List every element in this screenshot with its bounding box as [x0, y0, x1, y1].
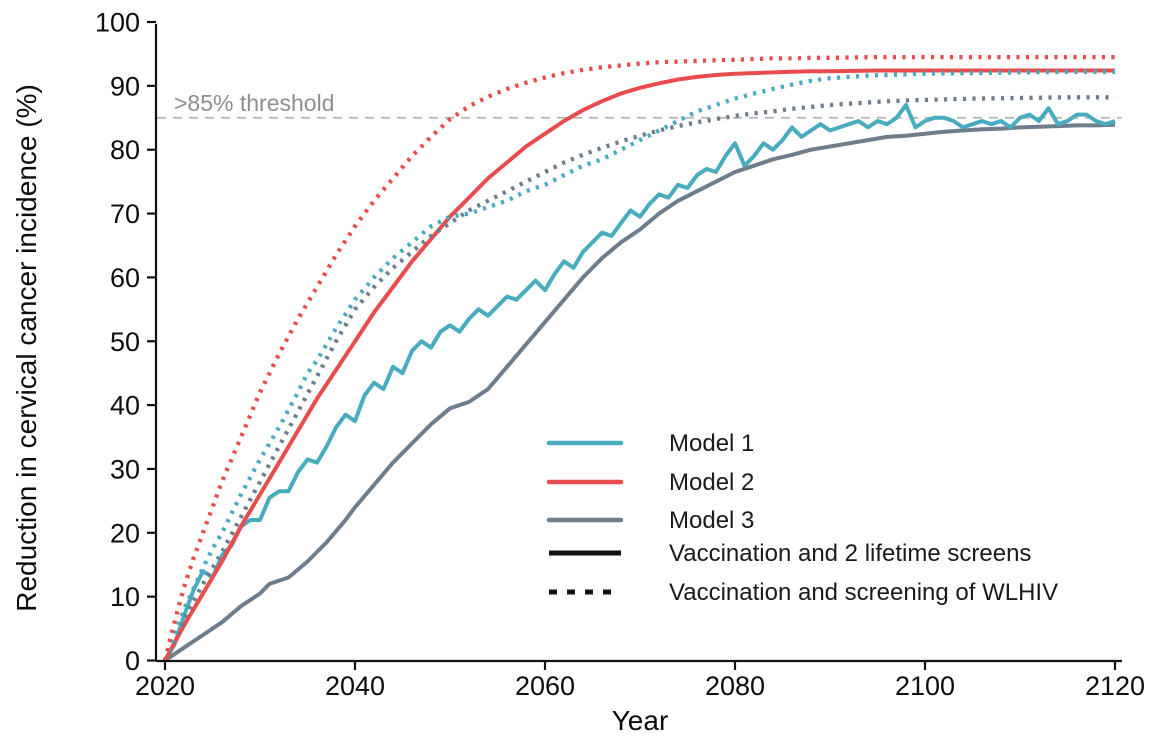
- y-tick-label: 40: [110, 391, 140, 421]
- series-model3-dotted: [163, 95, 1115, 662]
- axes-layer: 0 10 20 30 40 50 60 70 80 90 100 2020 2040 2060 2080 21…: [95, 8, 1145, 702]
- series-model2-solid: [163, 68, 1115, 662]
- series-model1-solid: [163, 103, 1116, 662]
- y-tick-label: 90: [110, 71, 140, 101]
- y-axis-title: Reduction in cervical cancer incidence (…: [11, 84, 42, 612]
- x-axis-title: Year: [612, 705, 669, 736]
- x-tick-label: 2040: [325, 671, 385, 701]
- series-model1-dotted: [162, 69, 1115, 662]
- y-tick-label: 0: [125, 646, 140, 676]
- y-tick-label: 30: [110, 454, 140, 484]
- y-tick-label: 10: [110, 582, 140, 612]
- y-tick-label: 20: [110, 518, 140, 548]
- legend-label-model-3: Model 3: [669, 507, 754, 534]
- legend-label-linetype-dotted: Vaccination and screening of WLHIV: [669, 579, 1058, 606]
- series-model2-dotted: [162, 54, 1115, 662]
- y-tick-label: 100: [95, 8, 140, 38]
- series-model3-solid: [163, 122, 1116, 663]
- legend-layer: Model 1 Model 2 Model 3 Vaccination and 2 l…: [546, 430, 1058, 606]
- legend-label-model-2: Model 2: [669, 469, 754, 496]
- y-tick-label: 50: [110, 327, 140, 357]
- series-layer: [162, 54, 1116, 663]
- x-tick-label: 2100: [895, 671, 955, 701]
- legend-label-linetype-solid: Vaccination and 2 lifetime screens: [669, 540, 1031, 567]
- y-tick-label: 70: [110, 199, 140, 229]
- x-tick-label: 2020: [135, 671, 195, 701]
- legend-label-model-1: Model 1: [669, 430, 754, 457]
- y-tick-label: 80: [110, 135, 140, 165]
- x-tick-label: 2080: [705, 671, 765, 701]
- threshold-label: >85% threshold: [174, 90, 334, 116]
- x-tick-label: 2060: [515, 671, 575, 701]
- y-tick-label: 60: [110, 263, 140, 293]
- x-tick-label: 2120: [1085, 671, 1145, 701]
